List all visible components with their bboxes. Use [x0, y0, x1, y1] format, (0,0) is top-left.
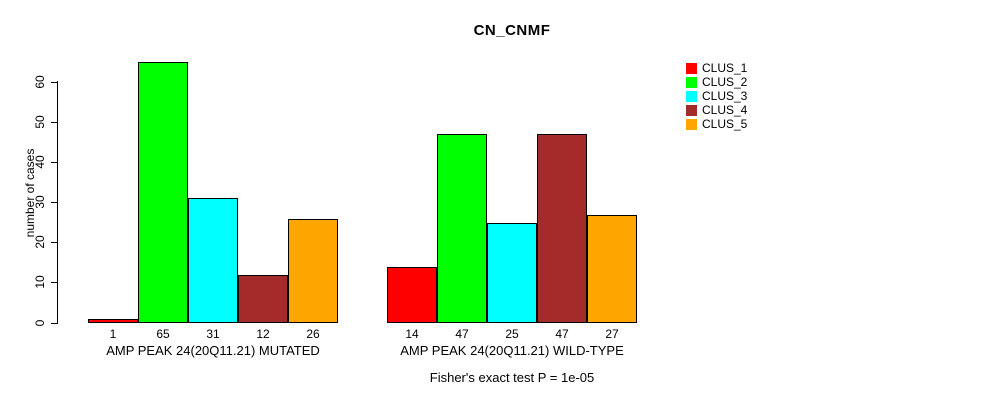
legend-label-clus_1: CLUS_1	[702, 61, 748, 75]
legend-swatch-clus_1	[686, 63, 697, 74]
legend-label-clus_5: CLUS_5	[702, 117, 748, 131]
bar-value-label-clus_1-group1: 1	[109, 327, 117, 341]
bar-clus_2-group2	[437, 134, 487, 323]
y-axis-tick-label-30: 30	[33, 195, 47, 209]
bar-clus_4-group1	[238, 275, 288, 323]
y-axis-tick-label-50: 50	[33, 115, 47, 129]
bar-value-label-clus_2-group1: 65	[156, 327, 170, 341]
legend: CLUS_1 CLUS_2 CLUS_3 CLUS_4 CLUS_5	[686, 61, 748, 131]
bar-clus_4-group2	[537, 134, 587, 323]
y-axis-tick-label-60: 60	[33, 75, 47, 89]
bar-clus_3-group1	[188, 198, 238, 323]
bar-value-label-clus_3-group1: 31	[206, 327, 220, 341]
group-label-wild-type: AMP PEAK 24(20Q11.21) WILD-TYPE	[400, 343, 624, 358]
bar-value-label-clus_3-group2: 25	[505, 327, 519, 341]
y-axis-tick-50	[51, 122, 58, 123]
fisher-test-caption: Fisher's exact test P = 1e-05	[429, 370, 595, 385]
bar-clus_2-group1	[138, 62, 188, 323]
y-axis-tick-10	[51, 282, 58, 283]
legend-label-clus_4: CLUS_4	[702, 103, 748, 117]
legend-label-clus_3: CLUS_3	[702, 89, 748, 103]
legend-swatch-clus_4	[686, 105, 697, 116]
legend-entry-clus_4: CLUS_4	[686, 103, 748, 117]
bar-clus_5-group1	[288, 219, 338, 323]
chart-title: CN_CNMF	[473, 22, 551, 39]
bar-clus_5-group2	[587, 215, 637, 323]
legend-swatch-clus_5	[686, 119, 697, 130]
y-axis-tick-30	[51, 202, 58, 203]
y-axis-tick-label-0: 0	[33, 319, 47, 327]
y-axis-tick-label-10: 10	[33, 275, 47, 289]
legend-swatch-clus_2	[686, 77, 697, 88]
bar-clus_1-group2	[387, 267, 437, 323]
bar-value-label-clus_5-group1: 26	[306, 327, 320, 341]
y-axis-tick-0	[51, 323, 58, 324]
legend-entry-clus_3: CLUS_3	[686, 89, 748, 103]
y-axis-tick-40	[51, 162, 58, 163]
legend-entry-clus_2: CLUS_2	[686, 75, 748, 89]
y-axis-tick-label-20: 20	[33, 235, 47, 249]
group-label-mutated: AMP PEAK 24(20Q11.21) MUTATED	[106, 343, 320, 358]
legend-label-clus_2: CLUS_2	[702, 75, 748, 89]
bar-value-label-clus_4-group2: 47	[555, 327, 569, 341]
bar-value-label-clus_5-group2: 27	[605, 327, 619, 341]
bar-clus_1-group1	[88, 319, 138, 323]
y-axis-tick-60	[51, 82, 58, 83]
bar-clus_3-group2	[487, 223, 537, 323]
y-axis-tick-label-40: 40	[33, 155, 47, 169]
bar-value-label-clus_4-group1: 12	[256, 327, 270, 341]
legend-entry-clus_1: CLUS_1	[686, 61, 748, 75]
bar-value-label-clus_1-group2: 14	[405, 327, 419, 341]
y-axis-tick-20	[51, 242, 58, 243]
bar-value-label-clus_2-group2: 47	[455, 327, 469, 341]
legend-entry-clus_5: CLUS_5	[686, 117, 748, 131]
legend-swatch-clus_3	[686, 91, 697, 102]
